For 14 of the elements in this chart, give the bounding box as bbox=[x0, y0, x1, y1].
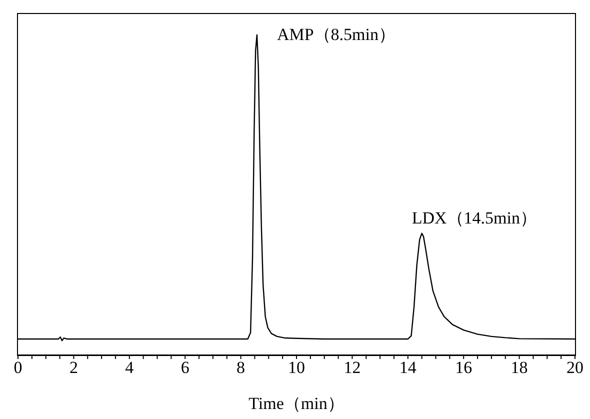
x-tick-label: 4 bbox=[125, 358, 134, 378]
annotation: AMP（8.5min） bbox=[276, 25, 396, 44]
x-tick-label: 14 bbox=[399, 358, 417, 378]
x-tick-label: 12 bbox=[344, 358, 361, 378]
x-tick-label: 20 bbox=[566, 358, 584, 378]
x-axis-title: Time（min） bbox=[248, 394, 344, 413]
x-tick-label: 0 bbox=[14, 358, 22, 378]
annotation: LDX（14.5min） bbox=[412, 208, 537, 228]
x-tick-label: 2 bbox=[69, 358, 78, 378]
x-tick-label: 8 bbox=[236, 358, 246, 378]
x-tick-label: 18 bbox=[510, 358, 528, 378]
x-tick-label: 16 bbox=[455, 358, 472, 378]
x-tick-label: 10 bbox=[288, 358, 305, 378]
x-tick-label: 6 bbox=[180, 358, 190, 378]
